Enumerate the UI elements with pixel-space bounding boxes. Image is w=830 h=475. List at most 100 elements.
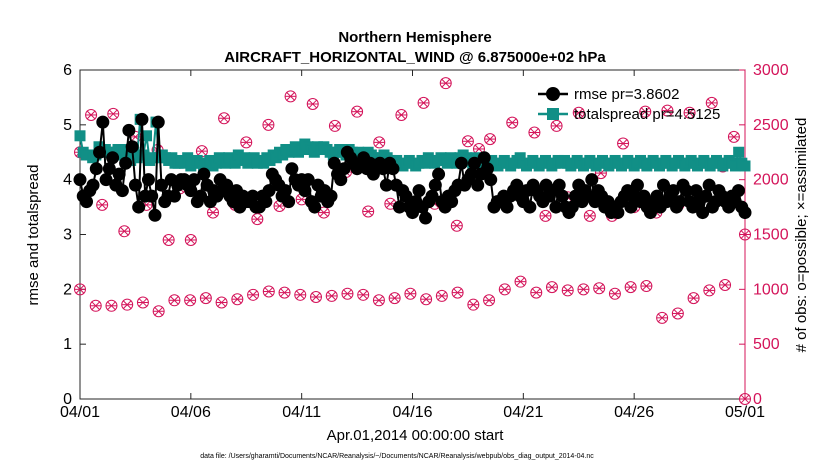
obs-marker xyxy=(262,118,275,131)
rmse-point xyxy=(334,173,348,187)
rmse-point xyxy=(386,162,400,176)
x-tick-label: 05/01 xyxy=(725,404,765,421)
obs-marker xyxy=(373,136,386,149)
rmse-point xyxy=(89,162,103,176)
obs-marker-low xyxy=(514,275,527,288)
obs-marker xyxy=(528,126,541,139)
rmse-point xyxy=(666,184,680,198)
legend-marker xyxy=(546,87,560,101)
obs-marker-low xyxy=(341,287,354,300)
obs-marker-low xyxy=(231,293,244,306)
rmse-point xyxy=(454,156,468,170)
obs-marker-low xyxy=(561,284,574,297)
y-axis-label-left: rmse and totalspread xyxy=(25,165,42,306)
obs-marker-low xyxy=(671,307,684,320)
rmse-point xyxy=(702,178,716,192)
obs-marker-low xyxy=(593,282,606,295)
obs-marker-low xyxy=(105,299,118,312)
rmse-point xyxy=(282,195,296,209)
obs-marker-low xyxy=(451,286,464,299)
obs-marker xyxy=(107,107,120,120)
rmse-point xyxy=(484,173,498,187)
rmse-point xyxy=(308,200,322,214)
obs-marker-low xyxy=(656,311,669,324)
obs-marker-low xyxy=(89,299,102,312)
obs-marker xyxy=(362,205,375,218)
rmse-point xyxy=(432,167,446,181)
rmse-point xyxy=(112,167,126,181)
obs-marker xyxy=(351,105,364,118)
rmse-point xyxy=(731,184,745,198)
y-tick-label-left: 1 xyxy=(63,336,72,353)
rmse-point xyxy=(154,178,168,192)
rmse-point xyxy=(259,195,273,209)
obs-marker xyxy=(395,108,408,121)
obs-marker xyxy=(705,96,718,109)
obs-marker xyxy=(539,209,552,222)
obs-marker-low xyxy=(640,280,653,293)
rmse-point xyxy=(301,173,315,187)
obs-marker xyxy=(207,206,219,219)
rmse-point xyxy=(80,195,94,209)
obs-marker xyxy=(550,119,563,132)
obs-marker-low xyxy=(498,283,511,296)
rmse-point xyxy=(148,208,162,222)
y-tick-label-right: 3000 xyxy=(753,62,789,79)
footnote: data file: /Users/gharamti/Documents/NCA… xyxy=(200,453,594,460)
rmse-point xyxy=(125,140,139,154)
x-tick-label: 04/06 xyxy=(171,404,211,421)
rmse-point xyxy=(132,200,146,214)
obs-marker-low xyxy=(420,293,433,306)
rmse-point xyxy=(445,195,459,209)
rmse-point xyxy=(696,206,710,220)
obs-marker xyxy=(439,77,452,90)
obs-marker-low xyxy=(247,288,260,301)
obs-marker xyxy=(328,119,341,132)
obs-marker-low xyxy=(215,296,228,309)
rmse-point xyxy=(337,162,351,176)
rmse-point xyxy=(145,189,159,203)
totalspread-point xyxy=(739,160,751,172)
rmse-point xyxy=(122,123,136,137)
legend: rmse pr=3.8602 totalspread pr=4.5125 xyxy=(538,86,720,123)
rmse-point xyxy=(197,167,211,181)
legend-marker xyxy=(547,108,559,120)
rmse-point xyxy=(428,178,442,192)
y-tick-label-right: 0 xyxy=(753,391,762,408)
y-tick-label-right: 2000 xyxy=(753,172,789,189)
rmse-point xyxy=(135,112,149,126)
obs-marker-low xyxy=(357,288,370,301)
obs-marker xyxy=(240,136,253,149)
obs-marker xyxy=(218,112,231,125)
y-tick-label-left: 4 xyxy=(63,172,72,189)
obs-marker xyxy=(251,213,264,226)
obs-marker xyxy=(85,108,98,121)
rmse-point xyxy=(298,184,312,198)
x-tick-label: 04/16 xyxy=(392,404,432,421)
y-tick-label-right: 500 xyxy=(753,336,780,353)
obs-marker-low xyxy=(467,298,480,311)
rmse-point xyxy=(467,156,481,170)
rmse-point xyxy=(96,115,110,129)
obs-marker-low xyxy=(294,288,307,301)
y-tick-label-right: 1500 xyxy=(753,227,789,244)
y-tick-label-left: 6 xyxy=(63,62,72,79)
y-tick-label-right: 1000 xyxy=(753,281,789,298)
legend-label: totalspread pr=4.5125 xyxy=(574,106,720,123)
x-tick-label: 04/01 xyxy=(60,404,100,421)
rmse-point xyxy=(194,189,208,203)
rmse-point xyxy=(187,173,201,187)
x-tick-label: 04/26 xyxy=(614,404,654,421)
obs-marker-zero xyxy=(739,393,751,405)
obs-marker xyxy=(617,137,630,150)
obs-marker-low xyxy=(530,286,543,299)
totalspread-point xyxy=(733,146,745,158)
rmse-point xyxy=(523,200,537,214)
obs-marker-low xyxy=(703,284,716,297)
legend-label: rmse pr=3.8602 xyxy=(574,86,679,103)
obs-marker-low xyxy=(278,286,291,299)
obs-marker-low xyxy=(388,292,401,305)
chart-title: Northern Hemisphere xyxy=(338,29,491,46)
rmse-point xyxy=(324,189,338,203)
obs-marker-low xyxy=(136,296,149,309)
